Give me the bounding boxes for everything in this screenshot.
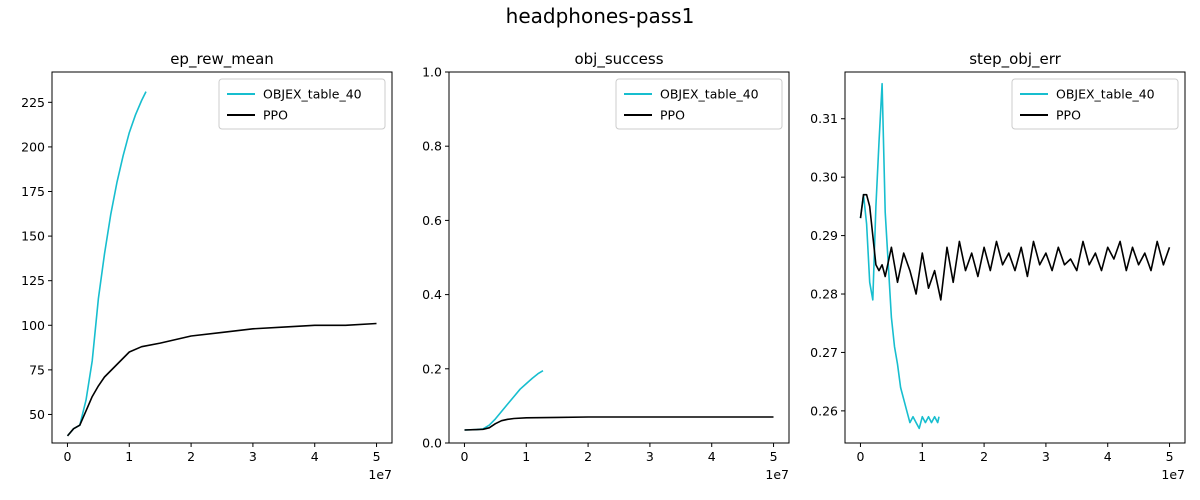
legend-box bbox=[218, 78, 386, 130]
legend-box bbox=[615, 78, 783, 130]
series-line-objex bbox=[859, 82, 940, 430]
y-tick-label: 0.27 bbox=[810, 345, 838, 360]
y-tick-label: 0.29 bbox=[810, 228, 838, 243]
x-tick-label: 4 bbox=[708, 449, 716, 464]
x-tick-label: 1 bbox=[522, 449, 530, 464]
legend-entry: PPO bbox=[1056, 108, 1081, 123]
axes-frame bbox=[844, 71, 1186, 444]
y-tick-label: 0.2 bbox=[422, 361, 442, 376]
y-tick-label: 0.30 bbox=[810, 170, 838, 185]
y-tick-label: 75 bbox=[29, 362, 45, 377]
chart-panel-1: 0 1 2 3 4 5 1e7 0.0 0.2 0.4 0.6 0.8 1.0 obj_success OB… bbox=[422, 50, 790, 482]
y-tick-label: 0.31 bbox=[810, 111, 838, 126]
legend-entry: OBJEX_table_40 bbox=[263, 87, 362, 102]
axes-frame bbox=[51, 71, 393, 444]
y-tick-label: 175 bbox=[21, 184, 45, 199]
y-tick-label: 0.0 bbox=[422, 436, 442, 451]
legend-entry: PPO bbox=[660, 108, 685, 123]
y-tick-label: 200 bbox=[21, 139, 45, 154]
series-line-ppo bbox=[859, 193, 1171, 301]
x-tick-label: 4 bbox=[1104, 449, 1112, 464]
legend-entry: OBJEX_table_40 bbox=[660, 87, 759, 102]
axes-frame bbox=[448, 71, 790, 444]
series-line-ppo bbox=[464, 416, 774, 431]
x-tick-label: 2 bbox=[980, 449, 988, 464]
y-tick-label: 125 bbox=[21, 273, 45, 288]
x-tick-label: 3 bbox=[249, 449, 257, 464]
y-tick-label: 0.6 bbox=[422, 213, 442, 228]
legend-box bbox=[1011, 78, 1179, 130]
x-tick-label: 0 bbox=[856, 449, 864, 464]
y-tick-label: 0.8 bbox=[422, 139, 442, 154]
x-tick-label: 2 bbox=[584, 449, 592, 464]
y-tick-label: 150 bbox=[21, 229, 45, 244]
chart-title: step_obj_err bbox=[969, 50, 1061, 69]
y-tick-label: 0.26 bbox=[810, 403, 838, 418]
figure-title: headphones-pass1 bbox=[505, 4, 695, 28]
y-tick-label: 0.4 bbox=[422, 287, 442, 302]
series-line-objex bbox=[66, 91, 147, 437]
y-tick-label: 50 bbox=[29, 407, 45, 422]
x-tick-label: 0 bbox=[63, 449, 71, 464]
legend-entry: PPO bbox=[263, 108, 288, 123]
chart-title: obj_success bbox=[574, 50, 663, 69]
x-tick-label: 4 bbox=[311, 449, 319, 464]
y-tick-label: 1.0 bbox=[422, 65, 442, 80]
x-exponent-label: 1e7 bbox=[765, 467, 789, 482]
x-tick-label: 3 bbox=[646, 449, 654, 464]
y-tick-label: 225 bbox=[21, 95, 45, 110]
chart-panel-0: 0 1 2 3 4 5 1e7 50 75 100 125 150 175 200 225 ep_rew_me… bbox=[21, 50, 393, 482]
x-tick-label: 0 bbox=[460, 449, 468, 464]
x-tick-label: 1 bbox=[125, 449, 133, 464]
x-tick-label: 3 bbox=[1042, 449, 1050, 464]
x-exponent-label: 1e7 bbox=[368, 467, 392, 482]
x-exponent-label: 1e7 bbox=[1161, 467, 1185, 482]
x-tick-label: 5 bbox=[373, 449, 381, 464]
x-tick-label: 5 bbox=[1166, 449, 1174, 464]
chart-title: ep_rew_mean bbox=[170, 50, 274, 69]
series-line-ppo bbox=[66, 322, 377, 437]
series-line-objex bbox=[464, 370, 544, 431]
legend-entry: OBJEX_table_40 bbox=[1056, 87, 1155, 102]
x-tick-label: 5 bbox=[770, 449, 778, 464]
x-tick-label: 1 bbox=[918, 449, 926, 464]
y-tick-label: 100 bbox=[21, 318, 45, 333]
y-tick-label: 0.28 bbox=[810, 287, 838, 302]
x-tick-label: 2 bbox=[187, 449, 195, 464]
chart-panel-2: 0 1 2 3 4 5 1e7 0.26 0.27 0.28 0.29 0.30 0.31 step_ob… bbox=[810, 50, 1186, 482]
